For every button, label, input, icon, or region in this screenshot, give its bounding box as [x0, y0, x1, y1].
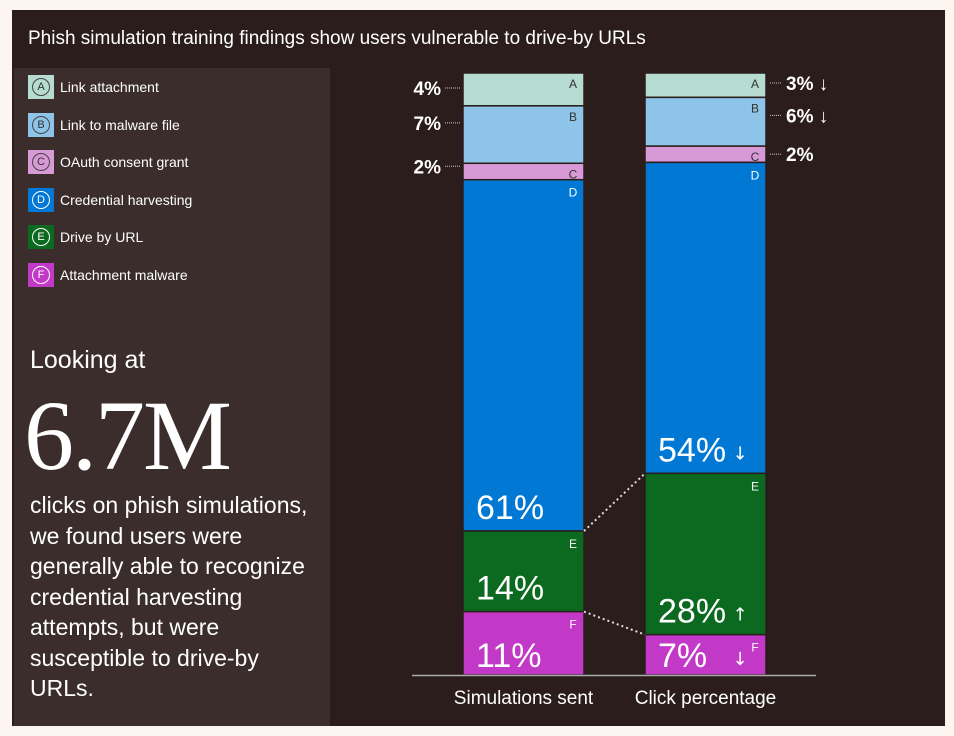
legend-item-c: C OAuth consent grant	[28, 150, 188, 174]
value-label: 3% ↓	[786, 74, 828, 95]
legend-letter: C	[32, 153, 50, 171]
bar-segment-c	[644, 145, 767, 164]
segment-letter: E	[751, 479, 759, 493]
x-axis-label: Simulations sent	[454, 688, 594, 709]
value-label: 4%	[414, 79, 442, 100]
segment-letter: A	[751, 77, 759, 91]
value-label: 2%	[786, 145, 814, 166]
segment-letter: D	[569, 186, 578, 200]
legend-item-e: E Drive by URL	[28, 225, 143, 249]
segment-letter: F	[751, 641, 758, 655]
value-label: 14%	[476, 570, 544, 608]
bar-segment-b	[462, 105, 585, 165]
value-label: 2%	[414, 157, 442, 178]
segment-letter: A	[569, 77, 577, 91]
value-label: 7%	[414, 114, 442, 135]
legend-item-d: D Credential harvesting	[28, 187, 193, 212]
callout-text: clicks on phish simulations, we found us…	[30, 492, 308, 701]
callout-number: 6.7M	[24, 380, 232, 491]
segment-letter: F	[569, 618, 576, 632]
bar-segment-b	[644, 96, 767, 147]
legend-item-a: A Link attachment	[28, 75, 159, 99]
bar-segment-d	[462, 178, 585, 532]
legend-label: Credential harvesting	[60, 191, 193, 208]
legend-swatch: D	[28, 187, 54, 212]
legend-label: OAuth consent grant	[60, 154, 189, 170]
trend-arrow-icon: ↓	[732, 443, 747, 464]
callout-intro: Looking at	[30, 346, 146, 374]
bar-segment-e	[644, 472, 767, 636]
legend-swatch: A	[28, 75, 54, 99]
legend-item-b: B Link to malware file	[28, 112, 180, 137]
legend-swatch: B	[28, 112, 54, 137]
bar-segment-e	[462, 530, 585, 613]
legend-swatch: F	[28, 262, 54, 287]
value-label: 6% ↓	[786, 106, 828, 127]
segment-letter: C	[569, 167, 578, 181]
segment-letter: C	[751, 150, 760, 164]
legend-label: Link attachment	[60, 79, 159, 95]
connector-line-e	[583, 472, 646, 532]
value-label: 28%	[658, 593, 726, 631]
legend-letter: A	[32, 78, 50, 96]
legend-item-f: F Attachment malware	[28, 262, 188, 287]
legend-label: Link to malware file	[60, 116, 180, 133]
legend-letter: E	[32, 228, 50, 246]
segment-letter: D	[751, 168, 760, 182]
trend-arrow-icon: ↓	[732, 649, 747, 670]
legend-swatch: C	[28, 150, 54, 174]
legend-label: Attachment malware	[60, 266, 188, 283]
legend-letter: F	[32, 265, 50, 284]
connector-line-f	[583, 610, 646, 636]
value-label: 11%	[476, 637, 542, 675]
value-label: 54%	[658, 431, 726, 469]
segment-letter: E	[569, 537, 577, 551]
legend-swatch: E	[28, 225, 54, 249]
left-panel	[14, 68, 330, 726]
trend-arrow-icon: ↑	[732, 605, 747, 626]
segment-letter: B	[751, 101, 759, 115]
x-axis-label: Click percentage	[635, 688, 777, 709]
segment-letter: B	[569, 110, 577, 124]
legend-letter: B	[32, 115, 50, 134]
bar-segment-c	[462, 162, 585, 181]
value-label: 61%	[476, 489, 544, 527]
legend-label: Drive by URL	[60, 229, 144, 245]
bar-segment-a	[462, 72, 585, 107]
chart-title: Phish simulation training findings show …	[28, 28, 646, 49]
bar-segment-a	[644, 72, 767, 99]
value-label: 7%	[658, 637, 707, 675]
legend-letter: D	[32, 190, 50, 209]
bar-segment-d	[644, 161, 767, 475]
